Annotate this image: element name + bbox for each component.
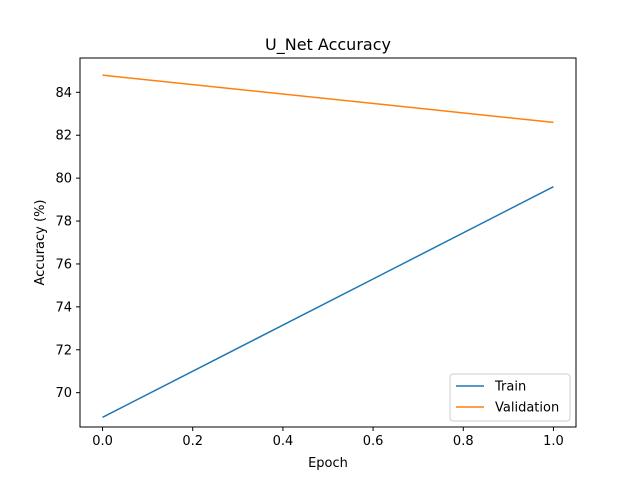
x-tick-label: 0.0	[92, 434, 113, 449]
x-tick-label: 1.0	[543, 434, 564, 449]
series-line-train	[102, 186, 554, 419]
x-tick-label: 0.6	[363, 434, 384, 449]
legend: Train Validation	[449, 373, 571, 422]
legend-label-validation: Validation	[495, 401, 559, 416]
series-line-validation	[102, 74, 554, 124]
y-axis-label: Accuracy (%)	[33, 200, 48, 286]
plot-area: 0.0 0.2 0.4 0.6 0.8 1.0 70 72 74 76 78 80 82 84	[55, 57, 577, 449]
chart-title: U_Net Accuracy	[265, 35, 391, 55]
y-tick-label: 84	[55, 86, 72, 101]
y-tick-label: 70	[55, 386, 72, 401]
x-tick-label: 0.8	[453, 434, 474, 449]
x-tick-label: 0.2	[182, 434, 203, 449]
axes-frame	[79, 57, 577, 428]
y-tick-label: 78	[55, 215, 72, 230]
y-tick-label: 74	[55, 300, 72, 315]
y-tick-label: 76	[55, 257, 72, 272]
legend-label-train: Train	[494, 380, 526, 395]
y-tick-label: 82	[55, 129, 72, 144]
series-lines	[102, 74, 554, 419]
x-tick-label: 0.4	[273, 434, 294, 449]
x-axis-ticks: 0.0 0.2 0.4 0.6 0.8 1.0	[92, 427, 564, 449]
y-tick-label: 80	[55, 172, 72, 187]
x-axis-label: Epoch	[308, 456, 348, 471]
y-axis-ticks: 70 72 74 76 78 80 82 84	[55, 86, 80, 401]
y-tick-label: 72	[55, 343, 72, 358]
